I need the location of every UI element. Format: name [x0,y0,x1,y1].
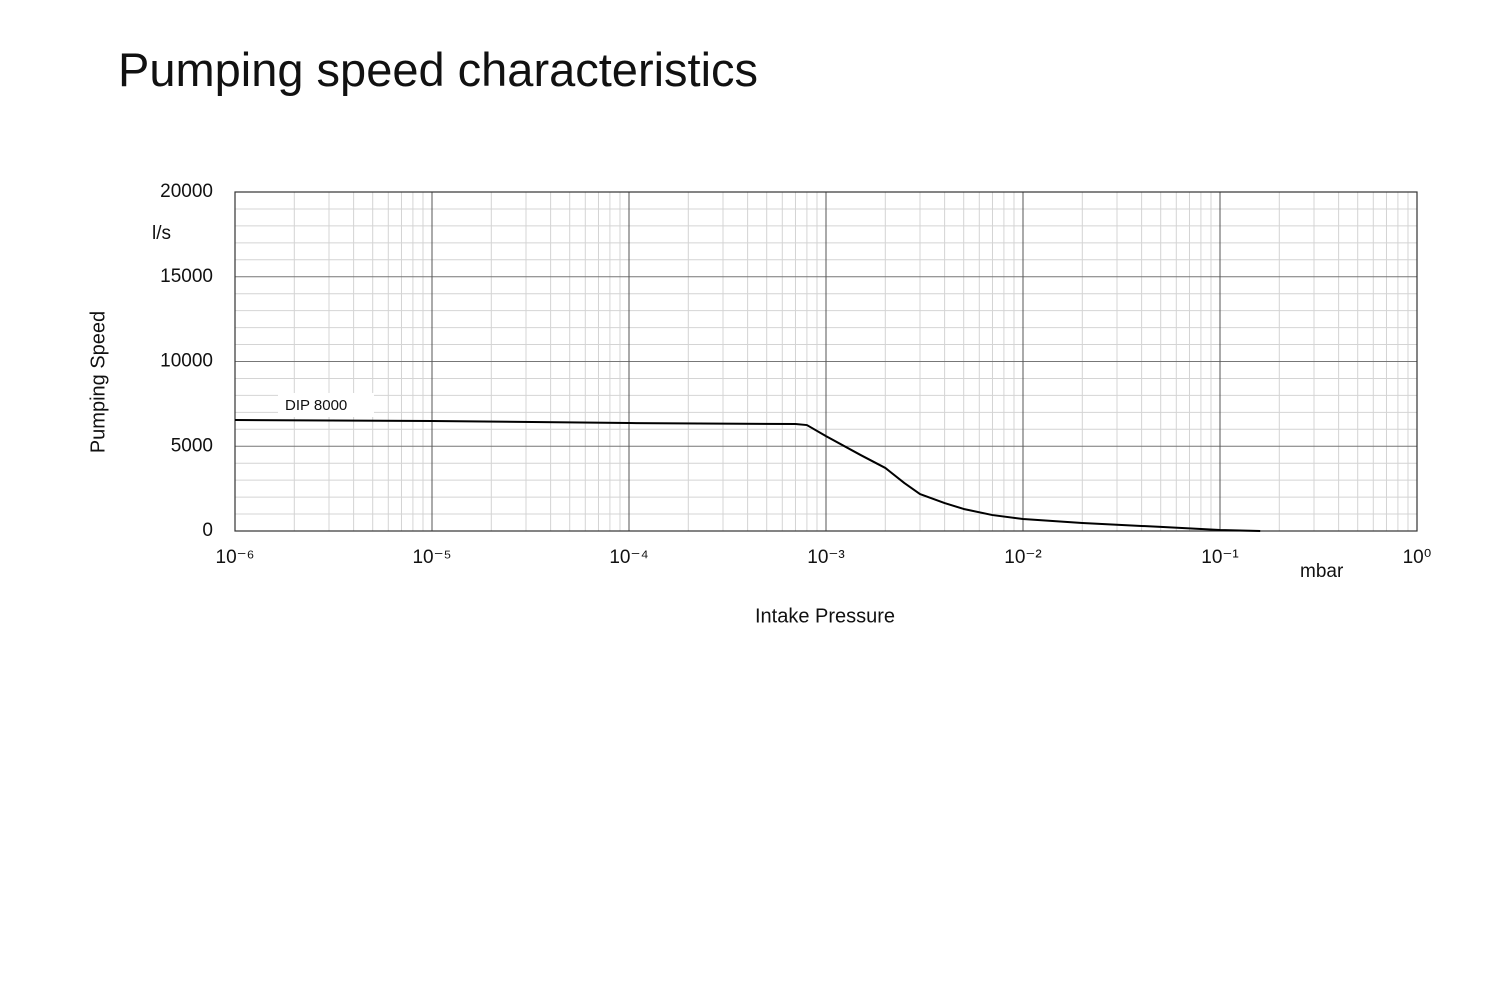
label-background [278,393,374,417]
y-tick-label: 5000 [171,435,213,456]
y-tick-label: 10000 [160,351,213,372]
x-axis-label: Intake Pressure [755,605,895,627]
y-unit: l/s [152,223,171,244]
y-tick-label: 20000 [160,181,213,202]
y-tick-label: 0 [202,520,213,541]
y-tick-label: 15000 [160,266,213,287]
series-label: DIP 8000 [285,397,347,414]
y-axis-label: Pumping Speed [87,311,109,453]
x-tick-label: 10⁻² [1004,547,1042,568]
x-tick-label: 10⁰ [1403,547,1432,568]
x-unit: mbar [1300,561,1344,582]
x-tick-label: 10⁻⁴ [609,547,648,568]
data-line [234,418,1261,532]
x-tick-label: 10⁻⁵ [412,547,451,568]
x-tick-label: 10⁻³ [807,547,845,568]
chart-title: Pumping speed characteristics [118,43,758,96]
plot-frame [234,191,1418,532]
x-tick-label: 10⁻¹ [1201,547,1239,568]
x-tick-label: 10⁻⁶ [216,547,255,568]
